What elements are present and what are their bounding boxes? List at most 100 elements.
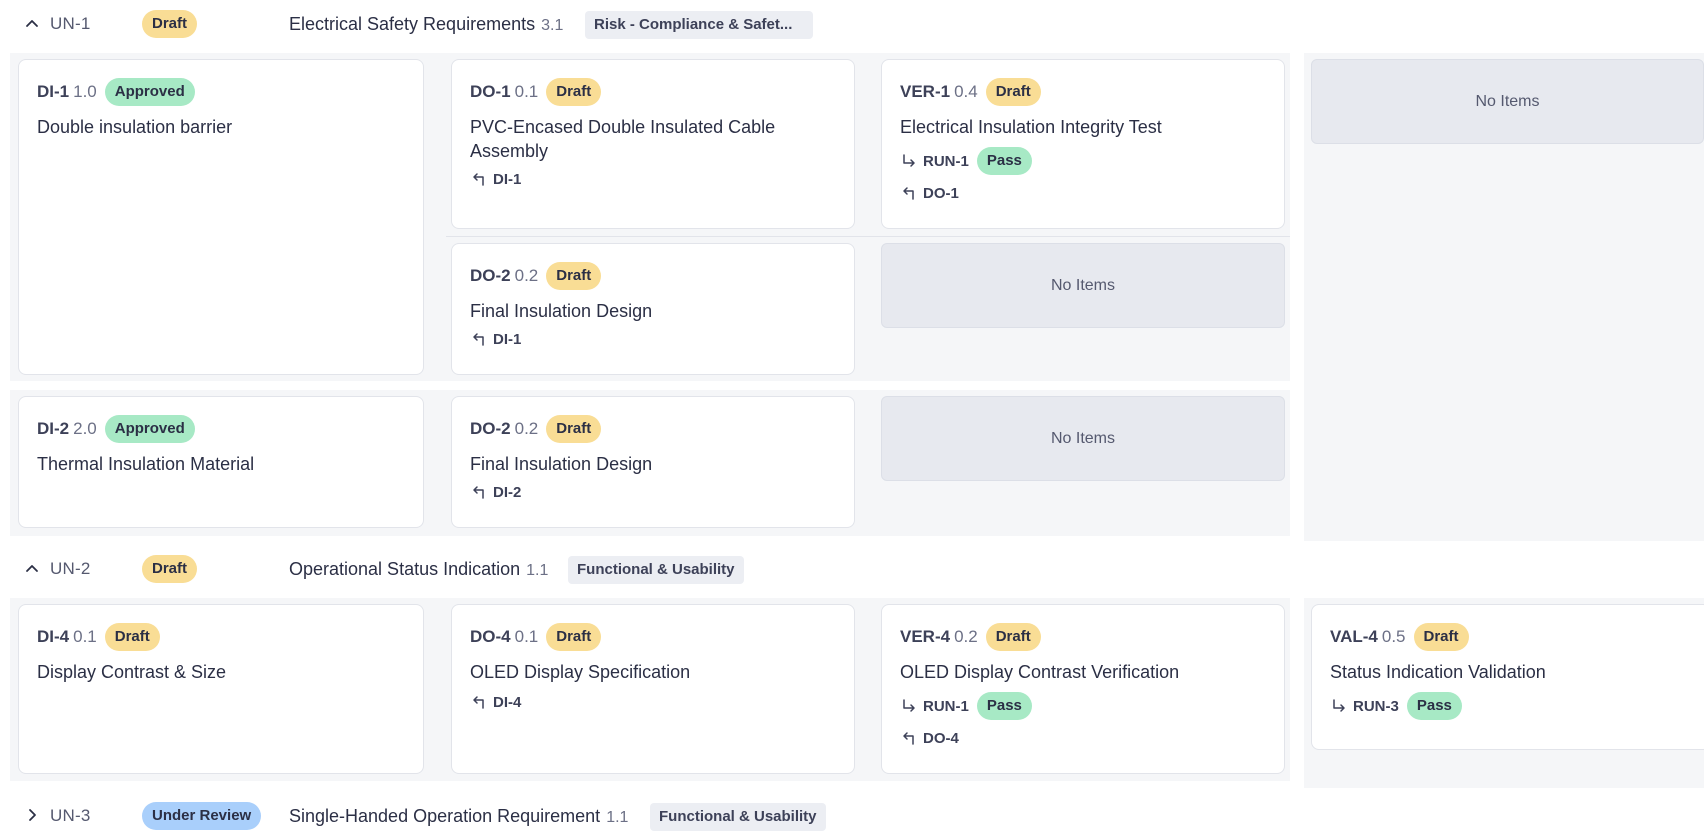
card-id: DI-4 [37,627,70,646]
design-input-card[interactable]: DI-4 0.1 Draft Display Contrast & Size [18,604,424,774]
group-version: 1.1 [606,809,629,826]
trace-link[interactable]: DO-4 [900,729,959,747]
card-version: 0.4 [954,82,978,101]
design-output-card[interactable]: DO-2 0.2 Draft Final Insulation Design D… [451,243,855,375]
card-title: OLED Display Contrast Verification [900,662,1180,682]
category-tag: Functional & Usability [568,556,744,584]
group-title[interactable]: Operational Status Indication 1.1 [289,559,548,580]
group-version: 1.1 [526,562,549,579]
card-id: VER-1 [900,82,951,101]
card-id: DI-1 [37,82,70,101]
design-output-card[interactable]: DO-2 0.2 Draft Final Insulation Design D… [451,396,855,528]
validation-card[interactable]: VAL-4 0.5 Draft Status Indication Valida… [1311,604,1704,750]
group-header-un-3[interactable]: UN-3 Under Review Single-Handed Operatio… [0,793,1704,840]
empty-placeholder: No Items [1311,59,1704,144]
card-title: OLED Display Specification [470,662,691,682]
arrow-return-left-icon [470,170,488,188]
card-version: 0.2 [514,419,539,438]
trace-link[interactable]: DI-1 [470,170,521,188]
card-title: Electrical Insulation Integrity Test [900,117,1162,137]
card-id: VER-4 [900,627,951,646]
trace-link[interactable]: DI-4 [470,693,521,711]
status-badge: Approved [104,78,195,106]
status-badge: Draft [985,623,1041,651]
run-status-badge: Pass [1406,692,1462,720]
trace-link-label: DI-1 [493,330,522,348]
card-version: 0.1 [514,627,539,646]
chevron-up-icon[interactable] [22,558,42,578]
card-version: 0.1 [514,82,539,101]
arrow-down-right-icon [900,152,918,170]
status-badge: Draft [546,415,602,443]
run-label: RUN-1 [923,697,969,715]
group-id: UN-3 [50,806,91,825]
category-tag: Functional & Usability [650,803,826,831]
group-title-text: Operational Status Indication [289,559,521,579]
arrow-down-right-icon [900,697,918,715]
card-header: DO-2 0.2 Draft [470,262,602,290]
status-badge: Draft [546,262,602,290]
group-title-text: Single-Handed Operation Requirement [289,806,601,826]
chevron-right-icon[interactable] [22,805,42,825]
arrow-down-right-icon [1330,697,1348,715]
status-badge: Draft [546,623,602,651]
category-tag: Risk - Compliance & Safet... [585,11,813,39]
group-version: 3.1 [541,17,564,34]
design-input-card[interactable]: DI-2 2.0 Approved Thermal Insulation Mat… [18,396,424,528]
card-header: VER-4 0.2 Draft [900,623,1041,651]
trace-link-label: DO-4 [923,729,959,747]
card-version: 0.5 [1381,627,1406,646]
card-title: Status Indication Validation [1330,662,1546,682]
empty-placeholder: No Items [881,396,1285,481]
verification-card[interactable]: VER-4 0.2 Draft OLED Display Contrast Ve… [881,604,1285,774]
status-badge: Draft [142,555,198,583]
card-title: Double insulation barrier [37,117,233,137]
card-version: 0.2 [514,266,539,285]
group-id: UN-1 [50,14,91,33]
card-version: 1.0 [73,82,97,101]
arrow-return-left-icon [470,483,488,501]
run-status-badge: Pass [976,692,1032,720]
design-input-card[interactable]: DI-1 1.0 Approved Double insulation barr… [18,59,424,375]
card-header: VER-1 0.4 Draft [900,78,1041,106]
chevron-up-icon[interactable] [22,13,42,33]
card-title: Thermal Insulation Material [37,454,255,474]
card-header: DI-2 2.0 Approved [37,415,195,443]
status-badge: Draft [985,78,1041,106]
card-header: DI-1 1.0 Approved [37,78,195,106]
trace-link[interactable]: DI-1 [470,330,521,348]
design-output-card[interactable]: DO-4 0.1 Draft OLED Display Specificatio… [451,604,855,774]
card-id: DO-1 [470,82,511,101]
group-title-text: Electrical Safety Requirements [289,14,536,34]
run-link[interactable]: RUN-3 Pass [1330,692,1462,720]
group-header-un-1[interactable]: UN-1 Draft Electrical Safety Requirement… [0,1,1704,49]
run-link[interactable]: RUN-1 Pass [900,147,1032,175]
row-divider [446,236,1290,237]
arrow-return-left-icon [470,330,488,348]
trace-link[interactable]: DI-2 [470,483,521,501]
group-header-un-2[interactable]: UN-2 Draft Operational Status Indication… [0,546,1704,594]
arrow-return-left-icon [470,693,488,711]
run-label: RUN-3 [1353,697,1399,715]
card-header: DO-2 0.2 Draft [470,415,602,443]
card-header: DO-1 0.1 Draft [470,78,602,106]
trace-link[interactable]: DO-1 [900,184,959,202]
card-title: Final Insulation Design [470,301,653,321]
card-title: Final Insulation Design [470,454,653,474]
card-id: VAL-4 [1330,627,1378,646]
group-title[interactable]: Single-Handed Operation Requirement 1.1 [289,806,628,827]
run-label: RUN-1 [923,152,969,170]
card-version: 0.1 [73,627,97,646]
verification-card[interactable]: VER-1 0.4 Draft Electrical Insulation In… [881,59,1285,229]
trace-link-label: DI-1 [493,170,522,188]
group-id: UN-2 [50,559,91,578]
card-id: DO-2 [470,419,511,438]
design-output-card[interactable]: DO-1 0.1 Draft PVC-Encased Double Insula… [451,59,855,229]
group-title[interactable]: Electrical Safety Requirements 3.1 [289,14,563,35]
run-link[interactable]: RUN-1 Pass [900,692,1032,720]
status-badge: Under Review [142,802,262,830]
card-id: DI-2 [37,419,70,438]
card-title: PVC-Encased Double Insulated Cable Assem… [470,117,776,161]
trace-link-label: DI-4 [493,693,522,711]
card-header: DO-4 0.1 Draft [470,623,602,651]
